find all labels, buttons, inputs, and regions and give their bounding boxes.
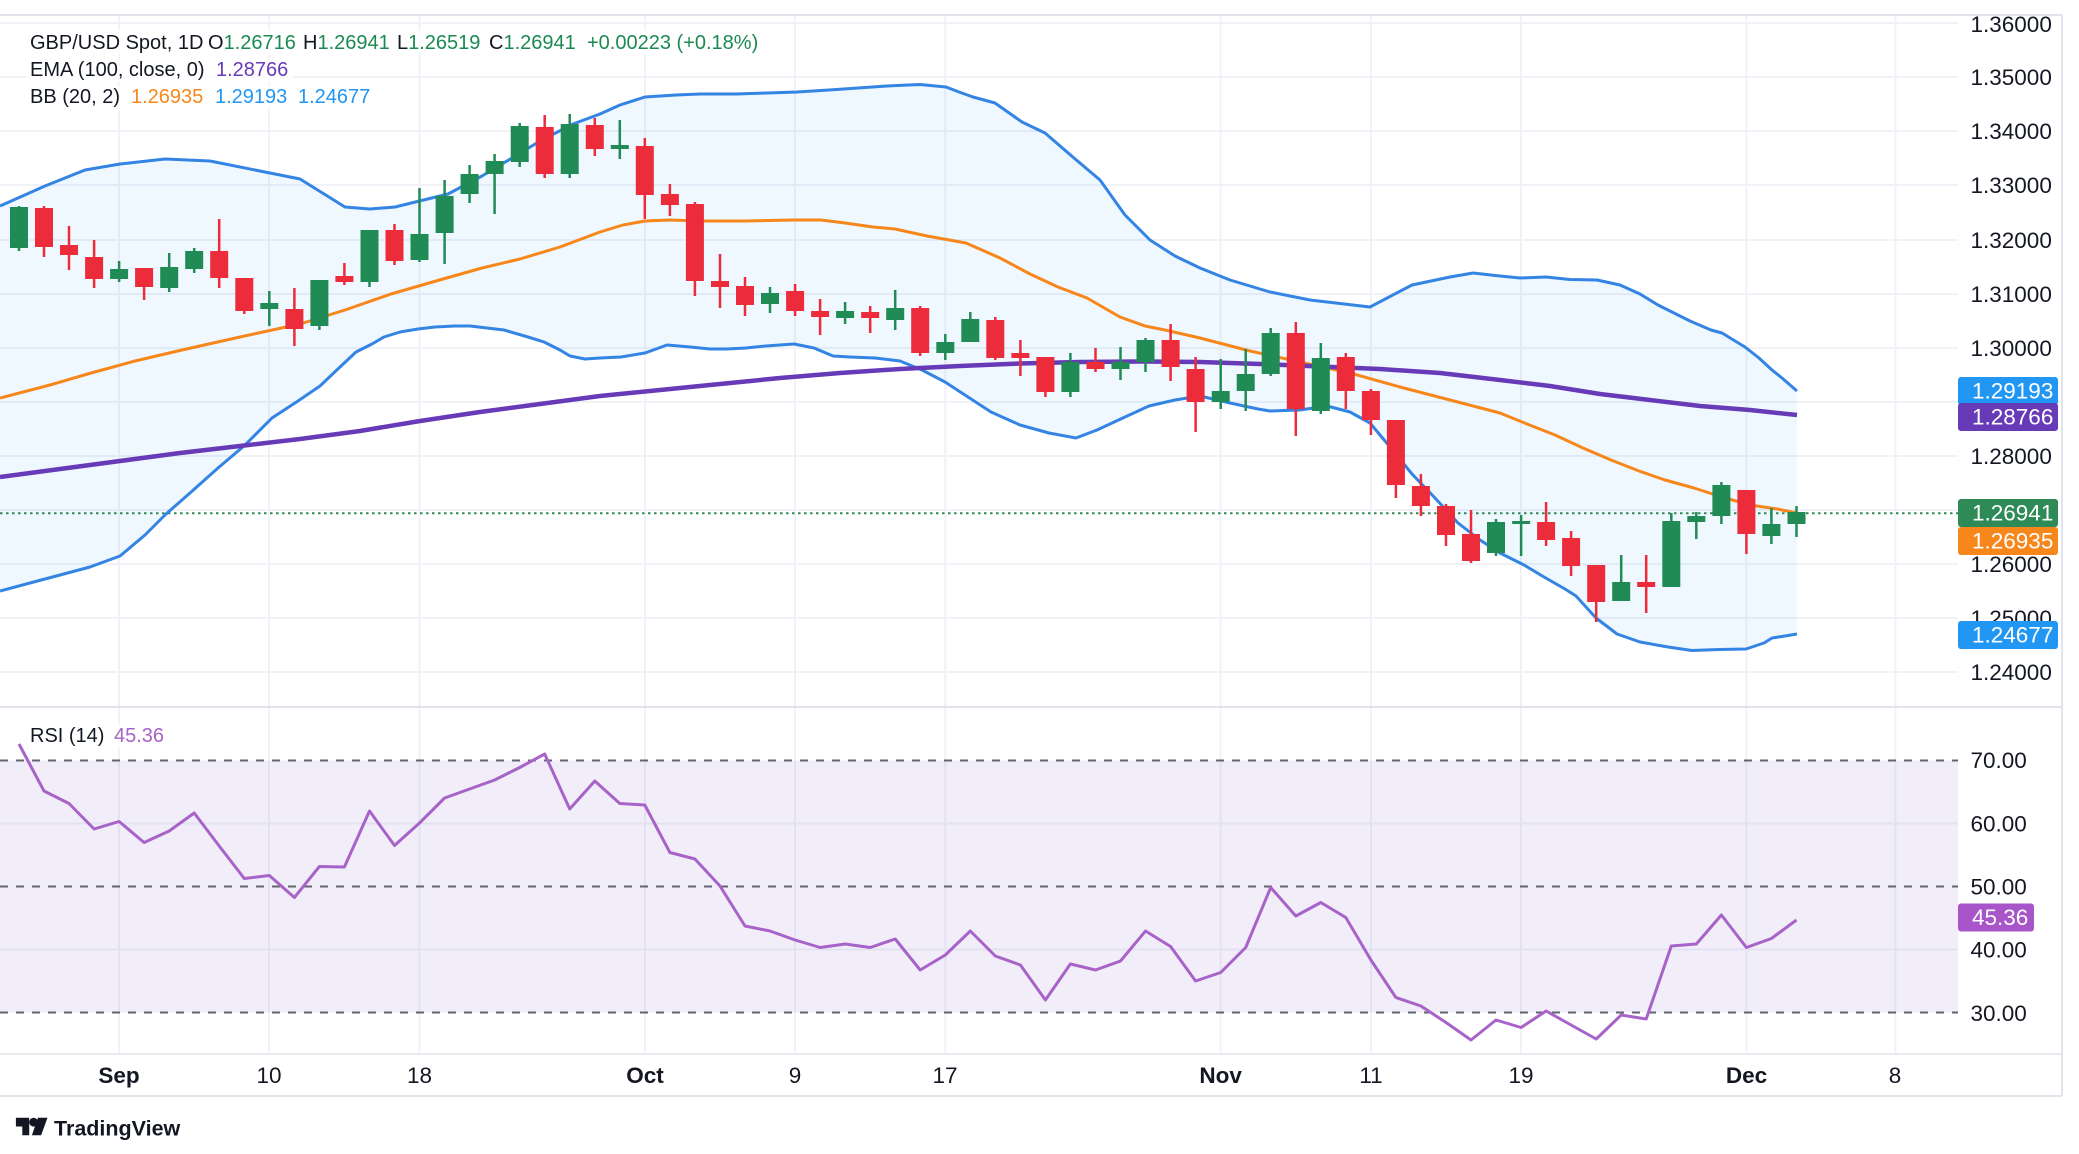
svg-text:17: 17: [932, 1063, 957, 1088]
svg-text:60.00: 60.00: [1971, 812, 2027, 837]
svg-text:45.36: 45.36: [1972, 905, 2028, 930]
svg-text:RSI (14)45.36: RSI (14) 45.36: [30, 725, 164, 747]
svg-text:50.00: 50.00: [1971, 875, 2027, 900]
svg-text:TradingView: TradingView: [54, 1117, 181, 1141]
svg-text:1.24000: 1.24000: [1971, 660, 2052, 685]
svg-text:1.26935: 1.26935: [1972, 529, 2053, 554]
svg-text:10: 10: [256, 1063, 281, 1088]
svg-text:1.26000: 1.26000: [1971, 552, 2052, 577]
svg-text:40.00: 40.00: [1971, 938, 2027, 963]
svg-text:1.34000: 1.34000: [1971, 119, 2052, 144]
svg-text:9: 9: [789, 1063, 802, 1088]
svg-text:1.30000: 1.30000: [1971, 336, 2052, 361]
svg-text:Oct: Oct: [626, 1063, 664, 1088]
svg-text:1.29193: 1.29193: [1972, 379, 2053, 404]
svg-text:8: 8: [1889, 1063, 1902, 1088]
svg-text:1.26941: 1.26941: [1972, 501, 2053, 526]
svg-text:1.28000: 1.28000: [1971, 444, 2052, 469]
svg-text:18: 18: [407, 1063, 432, 1088]
svg-text:Nov: Nov: [1199, 1063, 1242, 1088]
svg-text:Sep: Sep: [98, 1063, 139, 1088]
svg-text:1.28766: 1.28766: [1972, 405, 2053, 430]
svg-text:1.33000: 1.33000: [1971, 173, 2052, 198]
svg-text:Dec: Dec: [1726, 1063, 1767, 1088]
svg-text:11: 11: [1359, 1063, 1382, 1088]
svg-text:1.36000: 1.36000: [1971, 12, 2052, 37]
svg-text:70.00: 70.00: [1971, 748, 2027, 773]
svg-text:1.24677: 1.24677: [1972, 623, 2053, 648]
svg-text:EMA (100, close, 0)1.28766: EMA (100, close, 0) 1.28766: [30, 59, 288, 81]
svg-text:1.35000: 1.35000: [1971, 65, 2052, 90]
svg-text:30.00: 30.00: [1971, 1001, 2027, 1026]
svg-text:1.32000: 1.32000: [1971, 228, 2052, 253]
svg-text:1.31000: 1.31000: [1971, 282, 2052, 307]
svg-text:19: 19: [1508, 1063, 1533, 1088]
